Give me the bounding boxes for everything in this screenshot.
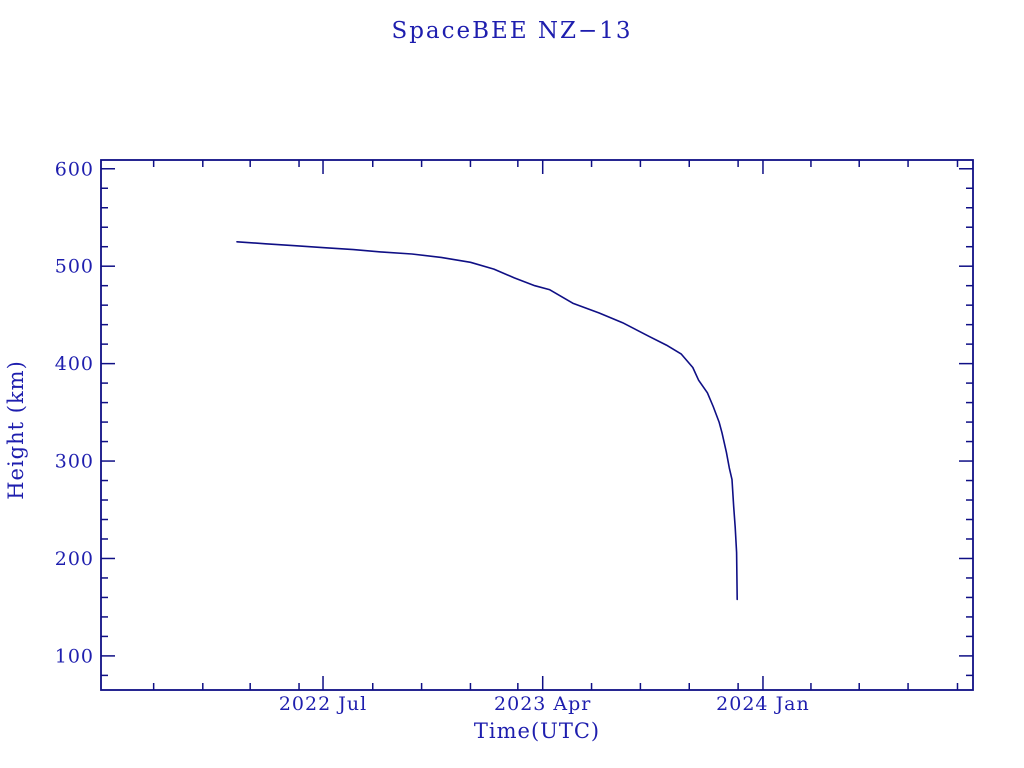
y-tick-label: 400 xyxy=(55,353,94,375)
axis-ticks xyxy=(101,160,973,690)
chart-title: SpaceBEE NZ−13 xyxy=(391,18,632,44)
x-axis-label: Time(UTC) xyxy=(474,719,600,743)
y-tick-label: 600 xyxy=(55,158,94,180)
plot-box xyxy=(100,159,974,691)
data-curve-group xyxy=(236,241,739,601)
y-tick-label: 300 xyxy=(55,451,94,473)
x-tick-label: 2024 Jan xyxy=(716,693,810,715)
y-tick-label: 100 xyxy=(55,645,94,667)
y-tick-label: 200 xyxy=(55,548,94,570)
y-axis-label: Height (km) xyxy=(4,360,28,500)
height-decay-curve xyxy=(236,241,739,601)
x-tick-label: 2022 Jul xyxy=(279,693,367,715)
axis-tick-labels: 2022 Jul 2023 Apr 2024 Jan 100 200 300 400 500 6… xyxy=(55,158,810,715)
y-tick-label: 500 xyxy=(55,256,94,278)
x-tick-label: 2023 Apr xyxy=(494,693,591,715)
